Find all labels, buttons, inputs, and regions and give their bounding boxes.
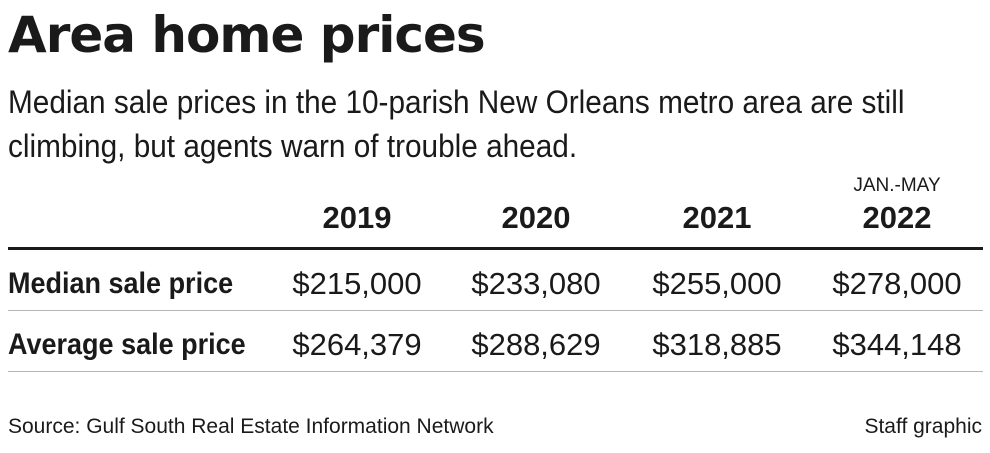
table-cell: $344,148 <box>832 327 962 362</box>
column-header-2019: 2019 <box>322 200 392 235</box>
credit-note: Staff graphic <box>864 415 982 438</box>
row-label-median: Median sale price <box>8 267 234 300</box>
header-divider <box>8 247 983 250</box>
table-cell: $215,000 <box>292 266 422 301</box>
table-bottom-divider <box>8 371 983 372</box>
column-header-2020: 2020 <box>501 200 571 235</box>
table-cell: $233,080 <box>471 266 601 301</box>
table-cell: $318,885 <box>652 327 782 362</box>
source-note: Source: Gulf South Real Estate Informati… <box>8 415 494 438</box>
row-label-average: Average sale price <box>8 328 246 361</box>
row-divider <box>8 310 983 311</box>
chart-title: Area home prices <box>8 6 486 64</box>
table-cell: $288,629 <box>471 327 601 362</box>
table-cell: $255,000 <box>652 266 782 301</box>
column-header-2021: 2021 <box>682 200 752 235</box>
column-header-2022: 2022 <box>862 200 932 235</box>
column-note-2022: JAN.-MAY <box>853 175 941 196</box>
table-cell: $278,000 <box>832 266 962 301</box>
table-cell: $264,379 <box>292 327 422 362</box>
chart-subtitle: Median sale prices in the 10-parish New … <box>8 84 905 164</box>
